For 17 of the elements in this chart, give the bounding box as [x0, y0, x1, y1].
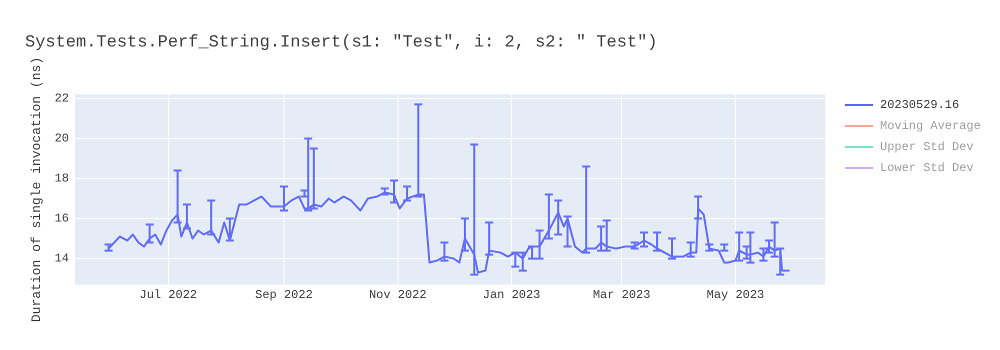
- y-tick-label: 18: [54, 172, 69, 186]
- y-tick-label: 22: [54, 92, 69, 106]
- y-tick-label: 16: [54, 212, 69, 226]
- x-tick-label: Jul 2022: [139, 288, 198, 302]
- y-axis-title: Duration of single invocation (ns): [29, 56, 44, 322]
- x-tick-label: Mar 2023: [592, 288, 650, 302]
- legend-label: 20230529.16: [880, 98, 960, 112]
- legend-label: Moving Average: [880, 118, 981, 132]
- x-tick-label: Jan 2023: [482, 288, 540, 302]
- x-tick-label: Nov 2022: [368, 288, 427, 302]
- x-tick-label: Sep 2022: [255, 288, 313, 302]
- legend-label: Upper Std Dev: [880, 140, 974, 154]
- legend-label: Lower Std Dev: [880, 160, 974, 174]
- y-tick-label: 14: [54, 252, 69, 266]
- chart-title: System.Tests.Perf_String.Insert(s1: "Test", i: 2, s2: " Test"): [25, 34, 658, 53]
- y-tick-label: 20: [54, 132, 69, 146]
- x-tick-label: May 2023: [706, 288, 764, 302]
